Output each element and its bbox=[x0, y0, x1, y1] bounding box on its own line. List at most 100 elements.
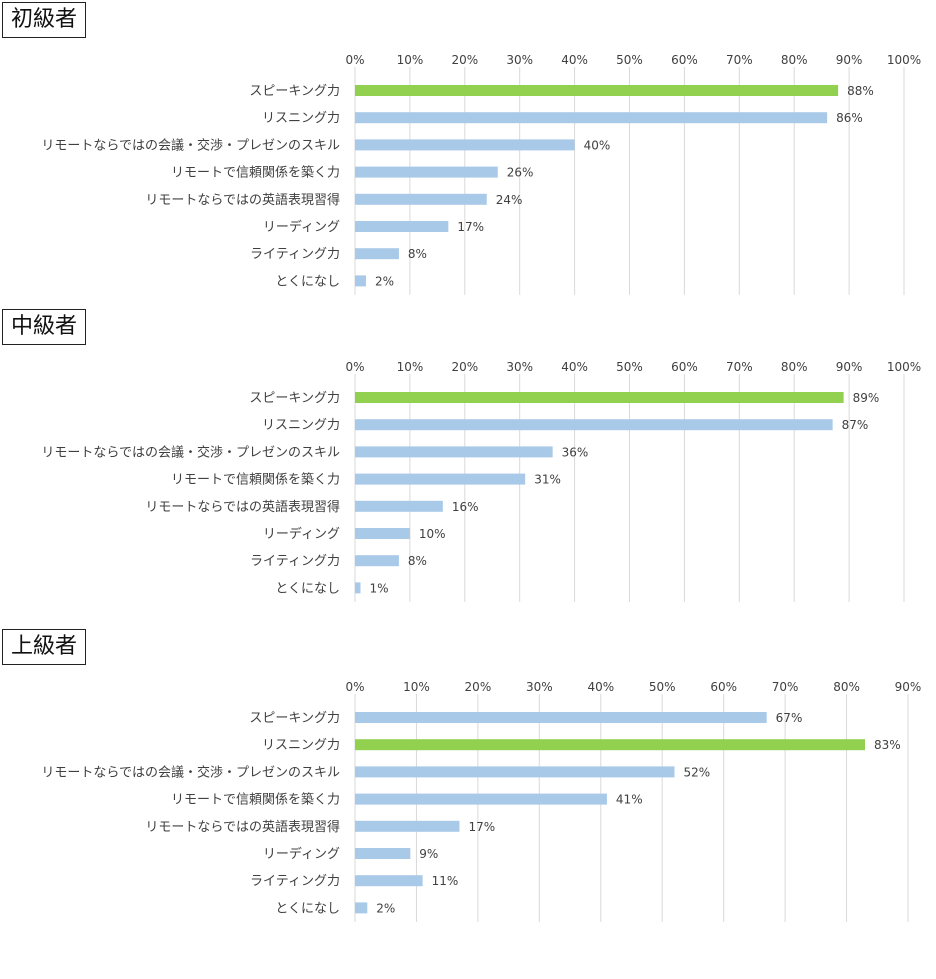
category-label: リスニング力 bbox=[262, 418, 340, 433]
bar bbox=[355, 739, 865, 751]
tick-label: 30% bbox=[506, 53, 533, 67]
bar bbox=[355, 392, 844, 403]
tick-label: 10% bbox=[397, 360, 424, 374]
bar bbox=[355, 875, 423, 887]
tick-label: 80% bbox=[781, 53, 808, 67]
data-label: 17% bbox=[457, 220, 484, 234]
tick-label: 90% bbox=[895, 680, 922, 694]
tick-label: 80% bbox=[833, 680, 860, 694]
category-label: ライティング力 bbox=[250, 874, 340, 889]
tick-label: 80% bbox=[781, 360, 808, 374]
tick-label: 20% bbox=[465, 680, 492, 694]
category-label: リーディング bbox=[263, 219, 340, 235]
data-label: 52% bbox=[684, 765, 711, 779]
bar bbox=[355, 528, 410, 539]
bar bbox=[355, 139, 575, 151]
data-label: 24% bbox=[496, 193, 523, 207]
category-label: リモートで信頼関係を築く力 bbox=[171, 473, 340, 488]
bar bbox=[355, 500, 443, 512]
tick-label: 60% bbox=[671, 53, 698, 67]
category-label: リモートならではの英語表現習得 bbox=[145, 192, 340, 208]
data-label: 41% bbox=[616, 793, 643, 807]
data-label: 2% bbox=[375, 274, 394, 288]
tick-label: 90% bbox=[836, 53, 863, 67]
data-label: 10% bbox=[419, 527, 446, 541]
panel-title: 上級者 bbox=[2, 629, 87, 665]
tick-label: 20% bbox=[451, 53, 478, 67]
data-label: 17% bbox=[468, 820, 495, 834]
tick-label: 10% bbox=[397, 53, 424, 67]
data-label: 67% bbox=[776, 711, 803, 725]
bar bbox=[355, 275, 366, 287]
bar-chart: 0% 10% 20% 30% 40% 50% 60% 70% 80% 90% 100% スピーキング力… bbox=[41, 53, 921, 295]
category-label: リモートならではの会議・交渉・プレゼンのスキル bbox=[41, 444, 340, 460]
data-label: 88% bbox=[847, 84, 874, 98]
category-label: とくになし bbox=[275, 581, 340, 596]
category-label: とくになし bbox=[275, 901, 340, 916]
data-label: 16% bbox=[452, 500, 479, 514]
data-label: 8% bbox=[408, 247, 427, 261]
tick-label: 30% bbox=[506, 360, 533, 374]
tick-label: 30% bbox=[526, 680, 553, 694]
tick-label: 40% bbox=[587, 680, 614, 694]
tick-label: 60% bbox=[671, 360, 698, 374]
tick-label: 10% bbox=[403, 680, 430, 694]
bar bbox=[355, 712, 767, 723]
tick-label: 50% bbox=[616, 360, 643, 374]
tick-label: 70% bbox=[772, 680, 799, 694]
data-label: 40% bbox=[584, 138, 611, 152]
category-label: リモートならではの英語表現習得 bbox=[145, 499, 340, 515]
category-label: スピーキング力 bbox=[249, 84, 340, 99]
bar bbox=[355, 582, 361, 594]
data-label: 2% bbox=[376, 901, 395, 915]
category-label: リーディング bbox=[263, 526, 340, 542]
panel-title: 初級者 bbox=[2, 2, 87, 38]
tick-label: 0% bbox=[345, 680, 364, 694]
data-label: 8% bbox=[408, 554, 427, 568]
bar-chart: 0% 10% 20% 30% 40% 50% 60% 70% 80% 90% 100% スピーキング力… bbox=[41, 360, 921, 602]
tick-label: 40% bbox=[561, 53, 588, 67]
category-label: とくになし bbox=[275, 274, 340, 289]
data-label: 26% bbox=[507, 166, 534, 180]
bar bbox=[355, 848, 411, 859]
tick-label: 0% bbox=[345, 53, 364, 67]
bar bbox=[355, 419, 833, 431]
tick-label: 90% bbox=[836, 360, 863, 374]
data-label: 9% bbox=[419, 847, 438, 861]
category-label: リモートで信頼関係を築く力 bbox=[171, 166, 340, 181]
data-label: 36% bbox=[562, 445, 589, 459]
tick-label: 70% bbox=[726, 53, 753, 67]
data-label: 11% bbox=[432, 874, 459, 888]
category-label: ライティング力 bbox=[250, 247, 340, 262]
data-label: 31% bbox=[534, 473, 561, 487]
category-label: スピーキング力 bbox=[249, 391, 340, 406]
bar bbox=[355, 766, 675, 778]
tick-label: 0% bbox=[345, 360, 364, 374]
category-label: リモートならではの英語表現習得 bbox=[145, 819, 340, 835]
category-label: リモートならではの会議・交渉・プレゼンのスキル bbox=[41, 764, 340, 780]
bar bbox=[355, 193, 487, 205]
tick-label: 70% bbox=[726, 360, 753, 374]
category-label: リスニング力 bbox=[262, 738, 340, 753]
bar-chart: 0% 10% 20% 30% 40% 50% 60% 70% 80% 90% スピーキング力 67% リ… bbox=[41, 680, 922, 922]
tick-label: 60% bbox=[710, 680, 737, 694]
bar bbox=[355, 793, 607, 805]
bar bbox=[355, 902, 368, 914]
category-label: スピーキング力 bbox=[249, 711, 340, 726]
category-label: リモートで信頼関係を築く力 bbox=[171, 793, 340, 808]
bar bbox=[355, 221, 449, 232]
tick-label: 20% bbox=[451, 360, 478, 374]
data-label: 83% bbox=[874, 738, 901, 752]
data-label: 86% bbox=[836, 111, 863, 125]
tick-label: 50% bbox=[649, 680, 676, 694]
tick-label: 40% bbox=[561, 360, 588, 374]
bar bbox=[355, 446, 553, 458]
bar bbox=[355, 85, 839, 96]
bar bbox=[355, 248, 399, 260]
category-label: リモートならではの会議・交渉・プレゼンのスキル bbox=[41, 137, 340, 153]
bar bbox=[355, 112, 828, 124]
bar bbox=[355, 166, 498, 178]
category-label: リーディング bbox=[263, 846, 340, 862]
data-label: 89% bbox=[853, 391, 880, 405]
data-label: 1% bbox=[369, 581, 388, 595]
